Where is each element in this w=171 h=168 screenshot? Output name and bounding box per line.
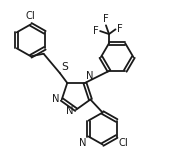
Text: F: F [103, 14, 109, 24]
Text: Cl: Cl [118, 138, 128, 148]
Text: N: N [66, 106, 74, 116]
Text: N: N [52, 94, 59, 104]
Text: N: N [79, 138, 87, 148]
Text: Cl: Cl [26, 11, 36, 21]
Text: F: F [93, 26, 99, 36]
Text: N: N [86, 71, 93, 81]
Text: F: F [117, 24, 123, 34]
Text: S: S [61, 62, 68, 72]
